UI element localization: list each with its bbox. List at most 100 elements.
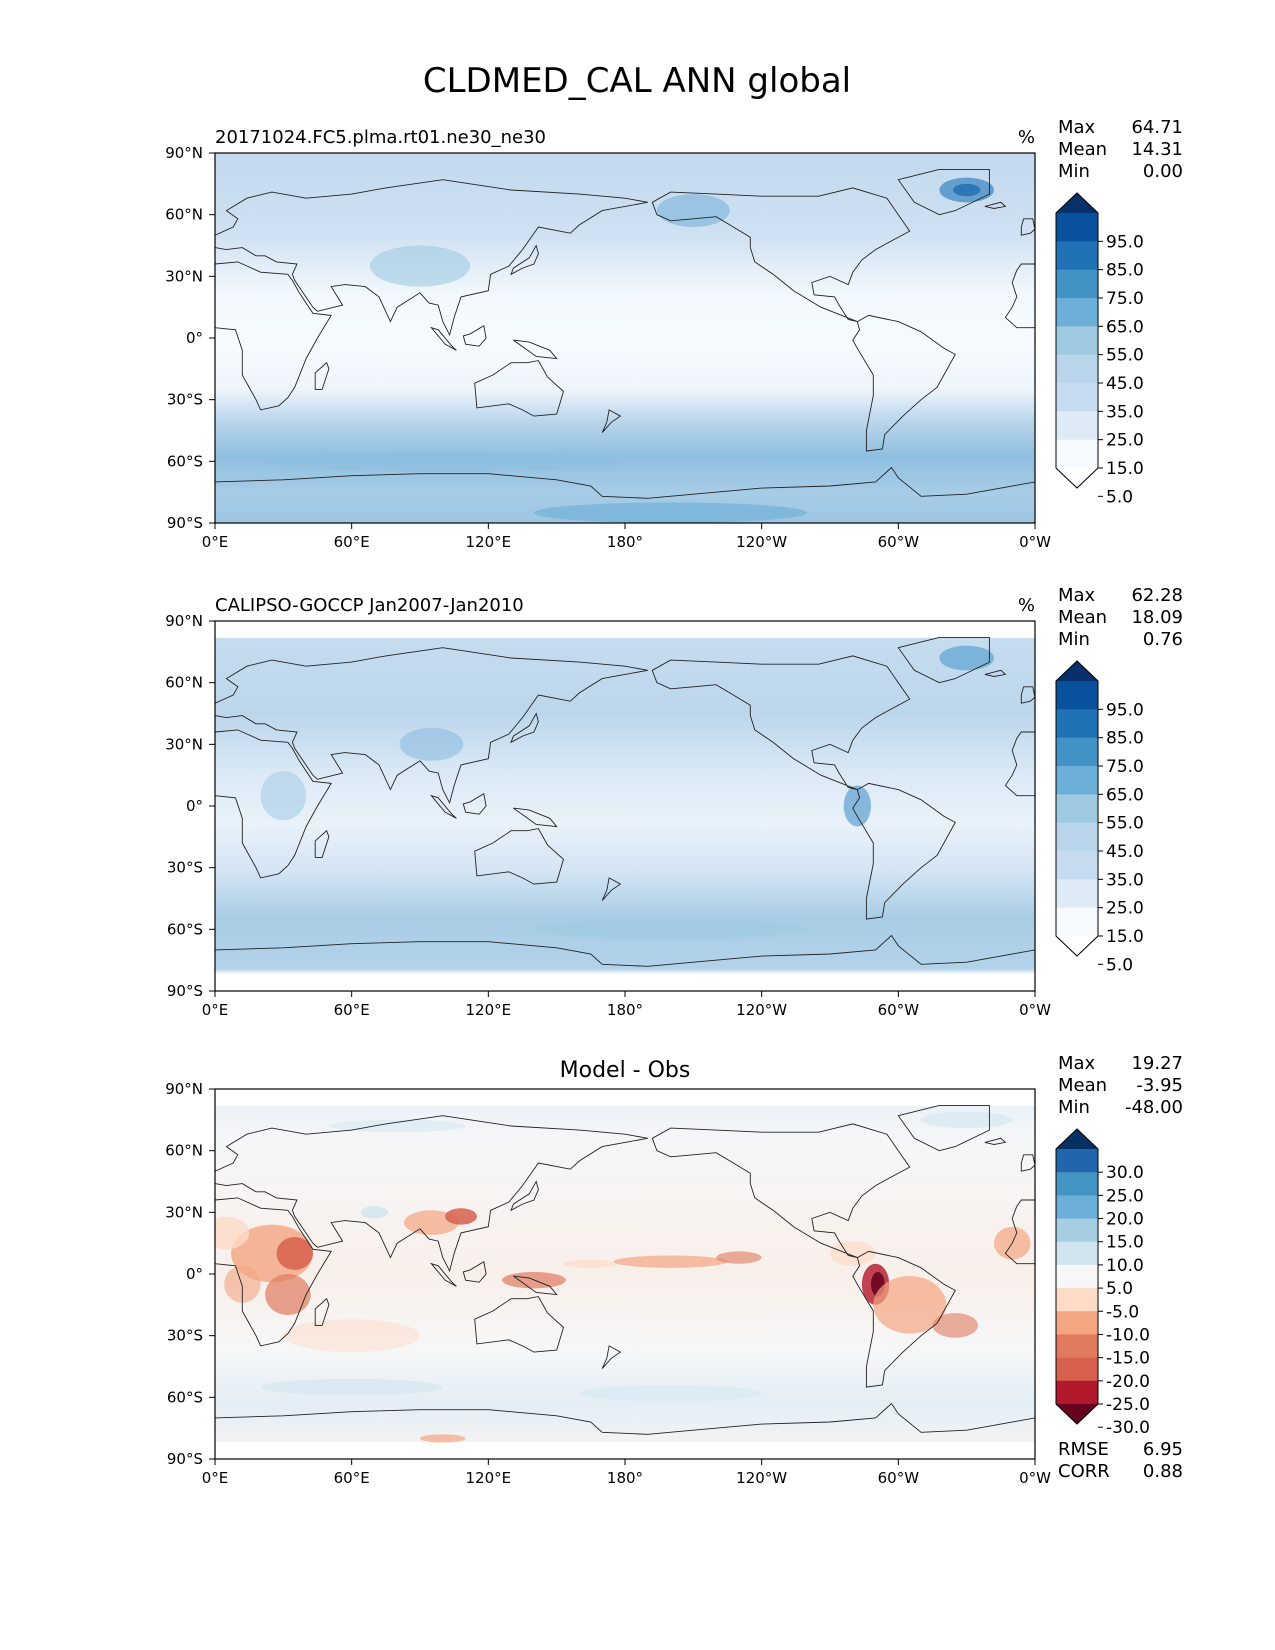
coastline bbox=[430, 326, 457, 351]
colorbar-extend-min bbox=[1056, 468, 1098, 488]
colorbar-label: 55.0 bbox=[1106, 814, 1144, 834]
map-area: 0°E 60°E 120°E 180° 120°W 60°W 0°W 90°N 60°N 30°N… bbox=[165, 1080, 1051, 1487]
colorbar-segment bbox=[1056, 354, 1098, 384]
y-tick-label: 0° bbox=[186, 797, 203, 815]
coastlines bbox=[215, 168, 1035, 499]
coastline bbox=[462, 1260, 487, 1283]
coastline-antarctica bbox=[215, 934, 1035, 967]
coastlines bbox=[215, 1104, 1035, 1435]
colorbar-label: 65.0 bbox=[1106, 317, 1144, 337]
x-tick-label: 180° bbox=[607, 1001, 643, 1019]
field-anomaly bbox=[953, 183, 981, 197]
field-anomaly bbox=[404, 1210, 459, 1235]
map-area: 0°E 60°E 120°E 180° 120°W 60°W 0°W 90°N 60°N 30°N… bbox=[165, 612, 1051, 1019]
coastline bbox=[215, 647, 648, 805]
coastline bbox=[462, 324, 487, 347]
field-anomaly bbox=[656, 194, 730, 227]
coastline bbox=[984, 669, 1007, 677]
coastline-antarctica bbox=[215, 466, 1035, 499]
y-tick-label: 60°N bbox=[165, 1142, 203, 1160]
colorbar-label: -5.0 bbox=[1106, 1302, 1139, 1322]
colorbar: 30.0 25.0 20.0 15.0 10.0 5.0 -5.0 -10.0 -15.0 -20… bbox=[1055, 1128, 1150, 1438]
colorbar-label: 65.0 bbox=[1106, 785, 1144, 805]
coastline bbox=[510, 712, 539, 744]
coastline bbox=[1020, 1154, 1035, 1172]
colorbar-label: 25.0 bbox=[1106, 1186, 1144, 1206]
colorbar-label: 35.0 bbox=[1106, 870, 1144, 890]
panel-reference: CALIPSO-GOCCP Jan2007-Jan2010 % 0°E 60°E 120… bbox=[165, 585, 1183, 1019]
x-tick-label: 120°E bbox=[466, 1469, 512, 1487]
stat-label: Max bbox=[1058, 117, 1096, 138]
colorbar-segment bbox=[1056, 298, 1098, 327]
x-tick-label: 0°W bbox=[1019, 1469, 1051, 1487]
stat-value: 0.76 bbox=[1143, 629, 1183, 650]
colorbar-label: 75.0 bbox=[1106, 289, 1144, 309]
x-tick-label: 60°W bbox=[878, 1469, 920, 1487]
coastline bbox=[651, 187, 911, 323]
field-anomaly bbox=[533, 502, 808, 523]
figure-title: CLDMED_CAL ANN global bbox=[423, 61, 851, 101]
coastline bbox=[601, 1345, 622, 1369]
field-anomaly bbox=[224, 1265, 261, 1303]
y-tick-label: 30°N bbox=[165, 735, 203, 753]
colorbar-segment bbox=[1056, 681, 1098, 710]
colorbar-segment bbox=[1056, 1195, 1098, 1220]
panel-left-title: 20171024.FC5.plma.rt01.ne30_ne30 bbox=[215, 127, 546, 148]
colorbar-segment bbox=[1056, 907, 1098, 937]
colorbar-segment bbox=[1056, 766, 1098, 795]
stat-label: Mean bbox=[1058, 1075, 1107, 1096]
colorbar-label: 15.0 bbox=[1106, 1233, 1144, 1253]
colorbar-label: 5.0 bbox=[1106, 955, 1133, 975]
x-tick-label: 120°E bbox=[466, 533, 512, 551]
colorbar: 95.0 85.0 75.0 65.0 55.0 45.0 35.0 25.0 15.0 5.0 bbox=[1055, 192, 1144, 507]
stats-block: Max 64.71 Mean 14.31 Min 0.00 bbox=[1058, 117, 1183, 182]
panel-difference: Model - Obs 0°E 60°E 120°E 180° 120°W 60°W 0°W 9… bbox=[165, 1053, 1183, 1487]
coastline bbox=[1004, 263, 1035, 329]
x-tick-label: 180° bbox=[607, 533, 643, 551]
colorbar-segment bbox=[1056, 851, 1098, 880]
x-tick-label: 0°W bbox=[1019, 1001, 1051, 1019]
panel-center-title: Model - Obs bbox=[560, 1058, 691, 1083]
extra-stat-value: 6.95 bbox=[1143, 1439, 1183, 1460]
colorbar-segment bbox=[1056, 1288, 1098, 1312]
coastline bbox=[510, 1180, 539, 1212]
coastline bbox=[215, 1115, 648, 1273]
colorbar-segment bbox=[1056, 383, 1098, 412]
colorbar-label: 15.0 bbox=[1106, 927, 1144, 947]
y-tick-label: 30°S bbox=[167, 859, 203, 877]
field-anomaly bbox=[830, 1241, 876, 1266]
stat-value: 19.27 bbox=[1131, 1053, 1183, 1074]
colorbar-segment bbox=[1056, 1264, 1098, 1289]
y-tick-label: 60°S bbox=[167, 452, 203, 470]
coastline bbox=[314, 829, 330, 858]
stat-label: Min bbox=[1058, 629, 1090, 650]
colorbar-label: 35.0 bbox=[1106, 402, 1144, 422]
colorbar-extend-max bbox=[1056, 193, 1098, 213]
coastline bbox=[601, 877, 622, 901]
coastline bbox=[897, 1104, 990, 1152]
colorbar-label: 5.0 bbox=[1106, 1279, 1133, 1299]
field-anomaly bbox=[716, 1251, 762, 1264]
coastline bbox=[1004, 1199, 1035, 1265]
colorbar-label: -30.0 bbox=[1106, 1418, 1150, 1438]
stats-block: Max 62.28 Mean 18.09 Min 0.76 bbox=[1058, 585, 1183, 650]
coastline bbox=[474, 360, 565, 417]
stats-block: Max 19.27 Mean -3.95 Min -48.00 bbox=[1058, 1053, 1183, 1118]
coastline bbox=[474, 1296, 565, 1353]
stat-label: Max bbox=[1058, 1053, 1096, 1074]
coastline bbox=[474, 828, 565, 885]
field-anomaly bbox=[215, 1216, 250, 1250]
colorbar-label: 45.0 bbox=[1106, 374, 1144, 394]
colorbar-label: 85.0 bbox=[1106, 261, 1144, 281]
field-anomaly bbox=[932, 1313, 979, 1338]
y-tick-label: 60°S bbox=[167, 920, 203, 938]
stat-label: Min bbox=[1058, 1097, 1090, 1118]
colorbar: 95.0 85.0 75.0 65.0 55.0 45.0 35.0 25.0 15.0 5.0 bbox=[1055, 660, 1144, 975]
y-tick-label: 30°S bbox=[167, 391, 203, 409]
coastline bbox=[215, 261, 332, 411]
coastline bbox=[314, 1297, 330, 1326]
y-tick-label: 90°N bbox=[165, 612, 203, 630]
y-tick-label: 60°N bbox=[165, 674, 203, 692]
colorbar-label: -25.0 bbox=[1106, 1395, 1150, 1415]
